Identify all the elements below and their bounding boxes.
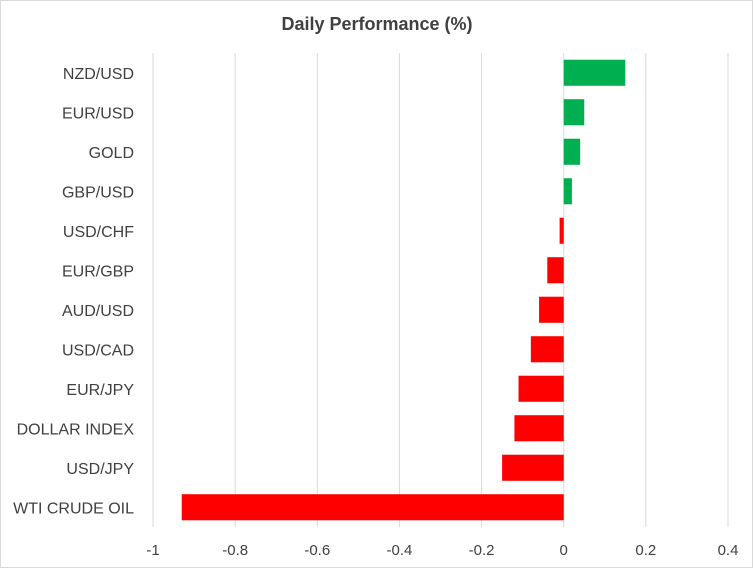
category-label-wti-crude-oil: WTI CRUDE OIL [13, 500, 134, 517]
bar-eur-jpy [518, 375, 564, 402]
bar-eur-gbp [547, 257, 564, 284]
category-label-dollar-index: DOLLAR INDEX [17, 421, 135, 438]
bar-eur-usd [563, 99, 585, 126]
x-tick-label-0: -1 [146, 542, 159, 559]
x-tick-label-4: -0.2 [469, 542, 495, 559]
bar-usd-chf [559, 217, 564, 244]
category-label-nzd-usd: NZD/USD [63, 66, 134, 83]
x-tick-label-5: 0 [560, 542, 568, 559]
bar-usd-cad [530, 336, 564, 363]
category-label-eur-jpy: EUR/JPY [66, 382, 134, 399]
bar-gbp-usd [563, 178, 572, 205]
bar-wti-crude-oil [181, 494, 564, 521]
category-label-aud-usd: AUD/USD [62, 303, 134, 320]
bar-gold [563, 138, 581, 165]
chart-title: Daily Performance (%) [281, 14, 472, 34]
x-tick-label-1: -0.8 [222, 542, 248, 559]
x-tick-label-3: -0.4 [386, 542, 412, 559]
bar-aud-usd [539, 296, 564, 323]
category-label-usd-jpy: USD/JPY [66, 461, 134, 478]
bar-usd-jpy [502, 454, 564, 481]
x-tick-label-7: 0.4 [718, 542, 739, 559]
category-label-gbp-usd: GBP/USD [62, 184, 134, 201]
bar-dollar-index [514, 415, 564, 442]
bar-nzd-usd [563, 59, 626, 86]
x-tick-label-6: 0.2 [635, 542, 656, 559]
bars [181, 59, 626, 521]
x-tick-label-2: -0.6 [304, 542, 330, 559]
category-label-gold: GOLD [89, 145, 134, 162]
category-label-eur-usd: EUR/USD [62, 105, 134, 122]
category-label-usd-cad: USD/CAD [62, 342, 134, 359]
category-label-eur-gbp: EUR/GBP [62, 263, 134, 280]
x-tick-labels: -1 -0.8 -0.6 -0.4 -0.2 0 0.2 0.4 [146, 542, 738, 559]
category-labels: NZD/USD EUR/USD GOLD GBP/USD USD/CHF EUR/GBP A… [13, 66, 134, 518]
category-label-usd-chf: USD/CHF [63, 224, 134, 241]
gridlines [152, 53, 729, 527]
